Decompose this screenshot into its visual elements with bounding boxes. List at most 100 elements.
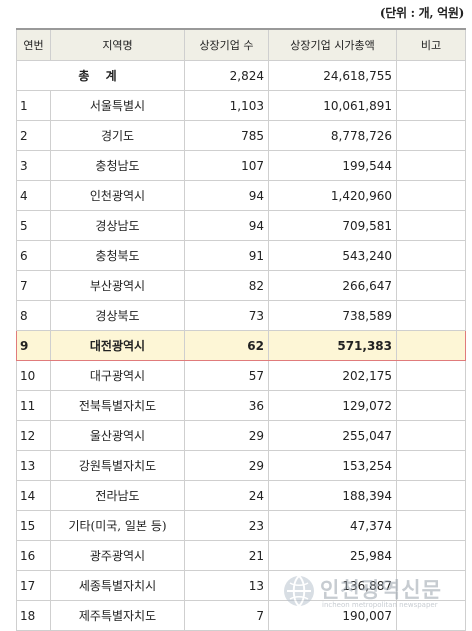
row-note bbox=[396, 360, 466, 391]
table-row: 15 기타(미국, 일본 등) 23 47,374 bbox=[16, 510, 466, 541]
row-market-cap: 199,544 bbox=[268, 150, 397, 181]
row-market-cap: 266,647 bbox=[268, 270, 397, 301]
row-market-cap: 1,420,960 bbox=[268, 180, 397, 211]
row-region: 경상남도 bbox=[50, 210, 185, 241]
row-number: 7 bbox=[16, 270, 51, 301]
row-note bbox=[396, 270, 466, 301]
row-number: 10 bbox=[16, 360, 51, 391]
row-region: 충청북도 bbox=[50, 240, 185, 271]
row-market-cap: 129,072 bbox=[268, 390, 397, 421]
table-row: 7 부산광역시 82 266,647 bbox=[16, 270, 466, 301]
row-count: 7 bbox=[184, 600, 269, 631]
table-row: 5 경상남도 94 709,581 bbox=[16, 210, 466, 241]
listed-companies-table: 연번 지역명 상장기업 수 상장기업 시가총액 비고 총 계 2,824 24,… bbox=[16, 28, 466, 631]
row-number: 2 bbox=[16, 120, 51, 151]
row-count: 785 bbox=[184, 120, 269, 151]
table-row: 4 인천광역시 94 1,420,960 bbox=[16, 180, 466, 211]
row-note bbox=[396, 540, 466, 571]
row-count: 82 bbox=[184, 270, 269, 301]
row-note bbox=[396, 210, 466, 241]
row-note bbox=[396, 480, 466, 511]
row-market-cap: 188,394 bbox=[268, 480, 397, 511]
table-row: 1 서울특별시 1,103 10,061,891 bbox=[16, 90, 466, 121]
row-number: 11 bbox=[16, 390, 51, 421]
row-number: 3 bbox=[16, 150, 51, 181]
row-market-cap: 190,007 bbox=[268, 600, 397, 631]
table-row: 8 경상북도 73 738,589 bbox=[16, 300, 466, 331]
row-market-cap: 543,240 bbox=[268, 240, 397, 271]
row-market-cap: 136,887 bbox=[268, 570, 397, 601]
row-market-cap: 255,047 bbox=[268, 420, 397, 451]
row-market-cap: 202,175 bbox=[268, 360, 397, 391]
row-region: 충청남도 bbox=[50, 150, 185, 181]
row-count: 29 bbox=[184, 450, 269, 481]
row-note bbox=[396, 120, 466, 151]
table-row: 10 대구광역시 57 202,175 bbox=[16, 360, 466, 391]
row-note bbox=[396, 390, 466, 421]
row-note bbox=[396, 330, 466, 361]
row-count: 13 bbox=[184, 570, 269, 601]
row-market-cap: 738,589 bbox=[268, 300, 397, 331]
row-region: 세종특별자치시 bbox=[50, 570, 185, 601]
total-market-cap: 24,618,755 bbox=[268, 60, 397, 91]
table-row: 18 제주특별자치도 7 190,007 bbox=[16, 600, 466, 631]
total-count: 2,824 bbox=[184, 60, 269, 91]
row-region: 경상북도 bbox=[50, 300, 185, 331]
row-count: 23 bbox=[184, 510, 269, 541]
row-count: 24 bbox=[184, 480, 269, 511]
row-market-cap: 571,383 bbox=[268, 330, 397, 361]
header-row: 연번 지역명 상장기업 수 상장기업 시가총액 비고 bbox=[16, 28, 466, 61]
row-number: 5 bbox=[16, 210, 51, 241]
row-region: 제주특별자치도 bbox=[50, 600, 185, 631]
row-number: 13 bbox=[16, 450, 51, 481]
row-number: 6 bbox=[16, 240, 51, 271]
row-note bbox=[396, 570, 466, 601]
table-row: 9 대전광역시 62 571,383 bbox=[16, 330, 466, 361]
row-note bbox=[396, 240, 466, 271]
table-row: 2 경기도 785 8,778,726 bbox=[16, 120, 466, 151]
row-market-cap: 47,374 bbox=[268, 510, 397, 541]
row-number: 4 bbox=[16, 180, 51, 211]
unit-note: (단위 : 개, 억원) bbox=[379, 6, 464, 20]
row-market-cap: 25,984 bbox=[268, 540, 397, 571]
row-count: 29 bbox=[184, 420, 269, 451]
row-region: 기타(미국, 일본 등) bbox=[50, 510, 185, 541]
row-market-cap: 709,581 bbox=[268, 210, 397, 241]
row-region: 서울특별시 bbox=[50, 90, 185, 121]
row-region: 대구광역시 bbox=[50, 360, 185, 391]
row-region: 울산광역시 bbox=[50, 420, 185, 451]
row-region: 인천광역시 bbox=[50, 180, 185, 211]
row-note bbox=[396, 510, 466, 541]
row-count: 1,103 bbox=[184, 90, 269, 121]
row-count: 57 bbox=[184, 360, 269, 391]
row-count: 21 bbox=[184, 540, 269, 571]
row-note bbox=[396, 300, 466, 331]
total-label: 총 계 bbox=[16, 60, 185, 91]
row-note bbox=[396, 420, 466, 451]
table-row: 11 전북특별자치도 36 129,072 bbox=[16, 390, 466, 421]
row-number: 15 bbox=[16, 510, 51, 541]
row-market-cap: 8,778,726 bbox=[268, 120, 397, 151]
table-row: 3 충청남도 107 199,544 bbox=[16, 150, 466, 181]
row-count: 36 bbox=[184, 390, 269, 421]
table-row: 14 전라남도 24 188,394 bbox=[16, 480, 466, 511]
row-region: 전북특별자치도 bbox=[50, 390, 185, 421]
row-market-cap: 10,061,891 bbox=[268, 90, 397, 121]
row-number: 9 bbox=[16, 330, 51, 361]
row-note bbox=[396, 180, 466, 211]
row-number: 1 bbox=[16, 90, 51, 121]
table-row: 12 울산광역시 29 255,047 bbox=[16, 420, 466, 451]
row-note bbox=[396, 450, 466, 481]
row-number: 16 bbox=[16, 540, 51, 571]
row-number: 14 bbox=[16, 480, 51, 511]
row-note bbox=[396, 600, 466, 631]
table-row: 6 충청북도 91 543,240 bbox=[16, 240, 466, 271]
row-region: 강원특별자치도 bbox=[50, 450, 185, 481]
row-count: 94 bbox=[184, 180, 269, 211]
row-region: 부산광역시 bbox=[50, 270, 185, 301]
row-count: 62 bbox=[184, 330, 269, 361]
row-region: 경기도 bbox=[50, 120, 185, 151]
row-region: 전라남도 bbox=[50, 480, 185, 511]
row-region: 대전광역시 bbox=[50, 330, 185, 361]
table-row: 13 강원특별자치도 29 153,254 bbox=[16, 450, 466, 481]
